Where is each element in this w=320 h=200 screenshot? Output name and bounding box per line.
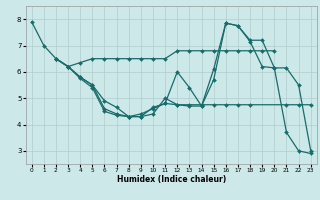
X-axis label: Humidex (Indice chaleur): Humidex (Indice chaleur) bbox=[116, 175, 226, 184]
